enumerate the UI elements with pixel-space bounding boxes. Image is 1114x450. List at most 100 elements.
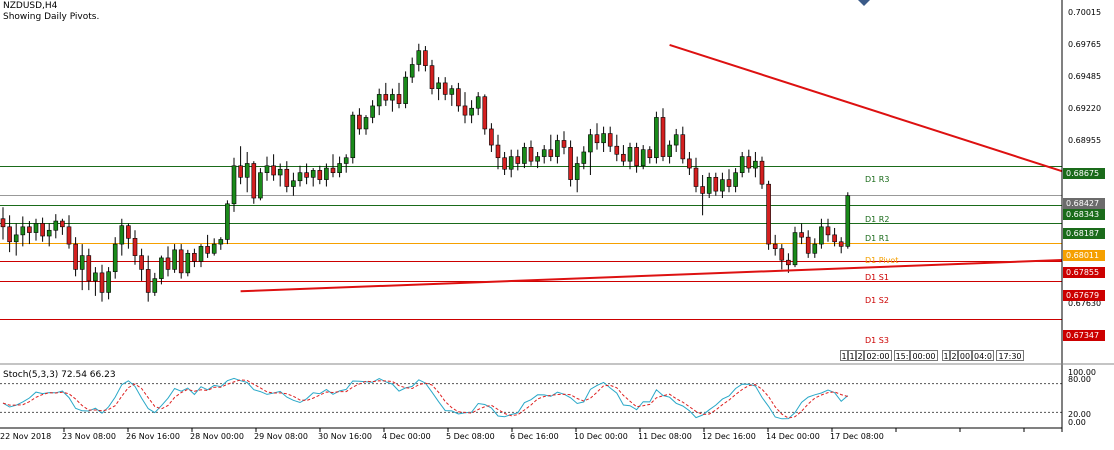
pivot-tag: 0.68011: [1063, 250, 1105, 261]
pivot-r2-tag: 0.68343: [1063, 209, 1105, 220]
bear-candle: [838, 241, 844, 247]
separator-label[interactable]: 1: [942, 350, 950, 361]
bull-candle: [152, 278, 158, 293]
bear-candle: [759, 160, 765, 185]
bull-candle: [601, 133, 606, 144]
bear-candle: [726, 179, 732, 187]
bear-candle: [357, 114, 362, 130]
bull-candle: [264, 165, 270, 173]
bear-candle: [27, 226, 32, 233]
bull-candle: [667, 144, 672, 157]
separator-label[interactable]: 04:0: [972, 350, 994, 361]
bear-candle: [779, 248, 785, 261]
bear-candle: [40, 223, 45, 237]
bear-candle: [99, 272, 105, 293]
x-tick-label: 30 Nov 16:00: [318, 432, 372, 441]
separator-label[interactable]: 02:00: [864, 350, 892, 361]
stoch-label: Stoch(5,3,3) 72.54 66.23: [3, 370, 116, 380]
bull-candle: [720, 179, 725, 192]
bull-candle: [93, 272, 98, 282]
bear-candle: [462, 105, 468, 116]
stoch-tick: 20.00: [1068, 410, 1091, 419]
stochastic-pane: [0, 377, 1062, 420]
bull-candle: [370, 105, 375, 118]
bear-candle: [825, 226, 831, 236]
x-tick-label: 10 Dec 00:00: [574, 432, 628, 441]
bear-candle: [126, 225, 131, 239]
bear-candle: [548, 149, 554, 157]
bull-candle: [673, 134, 679, 146]
pivot-s3-label: D1 S3: [865, 336, 889, 345]
bull-candle: [211, 243, 217, 254]
bull-candle: [390, 94, 395, 101]
bear-candle: [456, 88, 461, 107]
bull-candle: [555, 140, 560, 157]
bear-candle: [192, 252, 197, 262]
bull-candle: [225, 203, 230, 240]
bear-candle: [746, 156, 752, 169]
pivot-s1-tag: 0.67855: [1063, 267, 1105, 278]
x-tick-label: 5 Dec 08:00: [446, 432, 495, 441]
chart-symbol: NZDUSD,H4: [3, 1, 58, 11]
bear-candle: [594, 134, 600, 144]
x-tick-label: 26 Nov 16:00: [126, 432, 180, 441]
separator-label[interactable]: 2: [856, 350, 864, 361]
bull-candle: [297, 172, 303, 182]
bear-candle: [614, 145, 620, 155]
candles: [0, 43, 851, 302]
bull-candle: [79, 255, 85, 270]
bull-candle: [20, 226, 26, 236]
pivot-r2-label: D1 R2: [865, 215, 890, 224]
bull-candle: [218, 239, 224, 245]
pivot-s3-tag: 0.67347: [1063, 330, 1105, 341]
separator-label[interactable]: 15:: [894, 350, 910, 361]
bear-candle: [700, 186, 705, 194]
stoch-tick: 80.00: [1068, 375, 1091, 384]
pivot-r3-tag: 0.68675: [1063, 168, 1105, 179]
bull-candle: [185, 252, 191, 274]
bear-candle: [238, 165, 243, 178]
bear-candle: [772, 243, 778, 249]
bear-candle: [396, 94, 402, 104]
x-tick-label: 6 Dec 16:00: [510, 432, 559, 441]
bear-candle: [429, 65, 435, 89]
bear-candle: [73, 243, 78, 270]
bull-candle: [541, 149, 547, 157]
bear-candle: [561, 140, 567, 148]
bear-candle: [60, 220, 65, 228]
x-tick-label: 23 Nov 08:00: [62, 432, 116, 441]
separator-label[interactable]: 2: [950, 350, 958, 361]
separator-label[interactable]: 1: [840, 350, 848, 361]
bear-candle: [786, 259, 791, 266]
x-tick-label: 17 Dec 08:00: [830, 432, 884, 441]
bull-candle: [449, 88, 455, 95]
separator-label[interactable]: 00: [958, 350, 972, 361]
bull-candle: [706, 177, 712, 194]
bull-candle: [106, 271, 111, 293]
pivot-r1-tag: 0.68187: [1063, 228, 1105, 239]
separator-label[interactable]: 00:00: [910, 350, 938, 361]
bull-candle: [739, 156, 745, 173]
separator-label[interactable]: 17:30: [996, 350, 1024, 361]
bear-candle: [145, 269, 151, 293]
stoch-tick: 0.00: [1068, 418, 1086, 427]
trendlines: [240, 43, 1063, 293]
pivot-r3-label: D1 R3: [865, 175, 890, 184]
bear-candle: [693, 167, 699, 187]
bull-candle: [469, 107, 474, 116]
bear-candle: [832, 234, 837, 243]
bull-candle: [291, 180, 296, 187]
x-tick-label: 28 Nov 00:00: [190, 432, 244, 441]
bear-candle: [251, 163, 257, 199]
stoch-signal-line: [2, 379, 848, 419]
separator-label[interactable]: 1: [848, 350, 856, 361]
bear-candle: [799, 232, 804, 238]
bull-candle: [654, 117, 659, 159]
bear-candle: [304, 172, 309, 178]
bear-candle: [687, 158, 692, 169]
bull-candle: [376, 94, 382, 107]
bear-candle: [489, 128, 494, 146]
bear-candle: [680, 134, 686, 160]
stoch-tick: 100.00: [1068, 368, 1096, 377]
